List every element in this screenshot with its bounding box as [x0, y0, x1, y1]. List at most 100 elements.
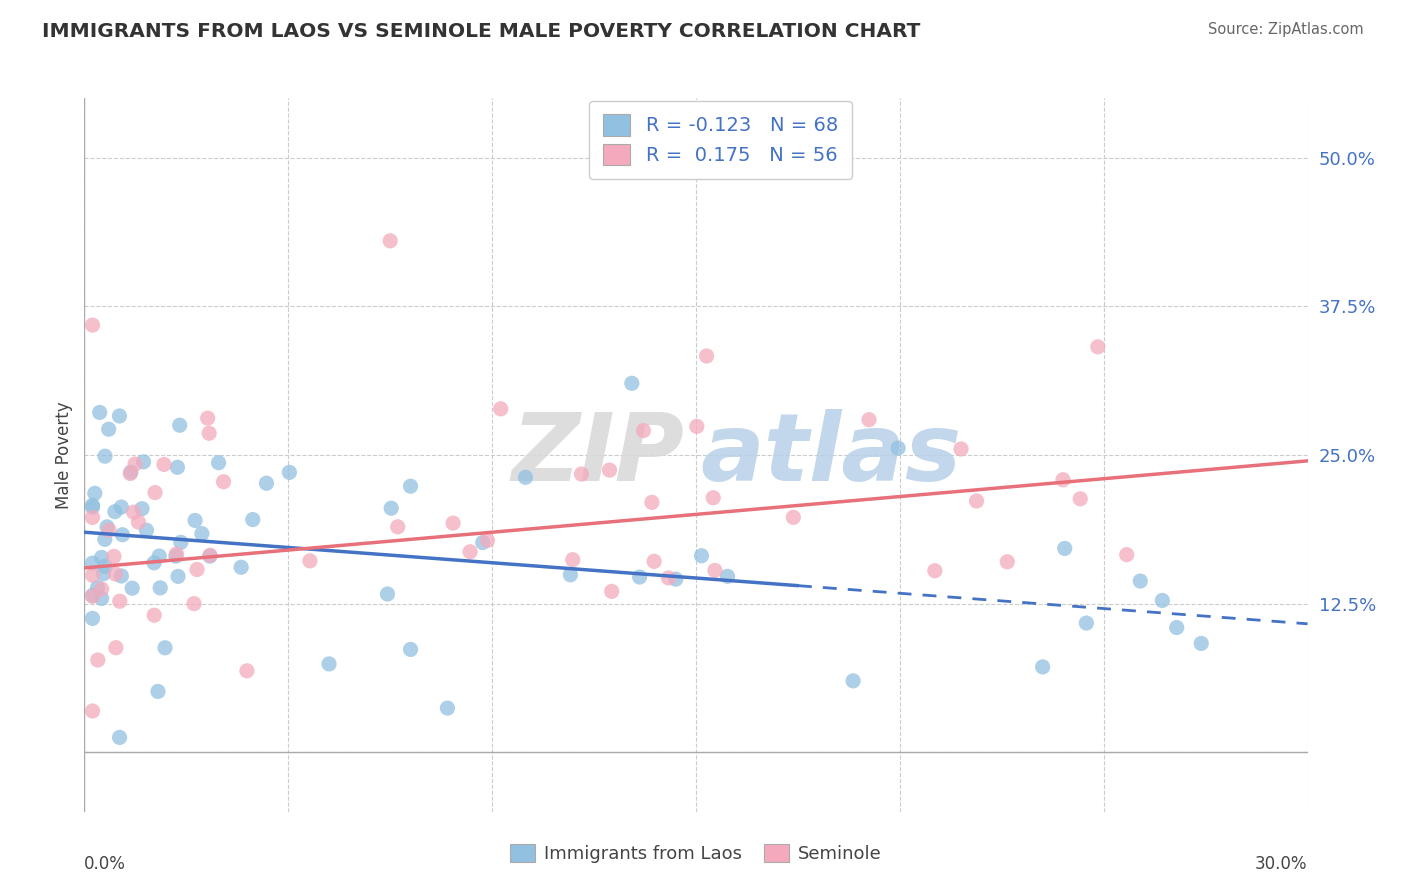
Point [1189, 636, 1212, 650]
Point [121, 581, 143, 595]
Point [950, 442, 973, 456]
Point [166, 547, 188, 561]
Point [399, 479, 422, 493]
Point [658, 571, 681, 585]
Point [148, 549, 170, 563]
Point [1052, 473, 1074, 487]
Point [665, 572, 688, 586]
Point [1032, 660, 1054, 674]
Point [82, 510, 104, 524]
Point [97, 422, 120, 436]
Point [716, 569, 738, 583]
Point [143, 608, 166, 623]
Point [702, 491, 724, 505]
Point [643, 554, 665, 568]
Point [1129, 574, 1152, 588]
Point [278, 466, 301, 480]
Point [690, 549, 713, 563]
Point [90, 591, 112, 606]
Point [471, 535, 494, 549]
Point [94, 533, 117, 547]
Point [704, 563, 727, 577]
Point [298, 554, 321, 568]
Point [149, 581, 172, 595]
Point [242, 512, 264, 526]
Point [82, 556, 104, 570]
Point [966, 494, 988, 508]
Text: Source: ZipAtlas.com: Source: ZipAtlas.com [1208, 22, 1364, 37]
Point [82, 498, 104, 512]
Point [198, 548, 221, 562]
Point [1053, 541, 1076, 556]
Point [924, 564, 946, 578]
Point [98, 523, 121, 537]
Point [620, 376, 643, 391]
Point [184, 513, 207, 527]
Point [686, 419, 709, 434]
Point [600, 584, 623, 599]
Point [1076, 616, 1098, 631]
Point [641, 495, 664, 509]
Point [170, 535, 193, 549]
Point [489, 401, 512, 416]
Point [153, 458, 176, 472]
Text: ZIP: ZIP [512, 409, 685, 501]
Point [90, 550, 112, 565]
Point [110, 500, 132, 514]
Point [399, 642, 422, 657]
Point [96, 520, 118, 534]
Point [82, 318, 104, 332]
Point [108, 409, 131, 423]
Point [458, 545, 481, 559]
Point [1069, 491, 1091, 506]
Point [1166, 621, 1188, 635]
Point [104, 567, 127, 582]
Point [82, 500, 104, 515]
Point [143, 485, 166, 500]
Point [441, 516, 464, 530]
Point [104, 640, 127, 655]
Point [858, 412, 880, 426]
Point [82, 704, 104, 718]
Point [166, 460, 188, 475]
Point [436, 701, 458, 715]
Point [143, 556, 166, 570]
Point [124, 457, 146, 471]
Text: 30.0%: 30.0% [1256, 855, 1308, 872]
Point [120, 465, 142, 479]
Point [477, 533, 499, 548]
Point [633, 424, 655, 438]
Text: 0.0%: 0.0% [84, 855, 127, 872]
Legend: Immigrants from Laos, Seminole: Immigrants from Laos, Seminole [503, 837, 889, 871]
Point [108, 731, 131, 745]
Point [111, 527, 134, 541]
Point [231, 560, 253, 574]
Point [1115, 548, 1137, 562]
Point [110, 569, 132, 583]
Point [108, 594, 131, 608]
Point [256, 476, 278, 491]
Point [83, 486, 105, 500]
Point [995, 555, 1018, 569]
Y-axis label: Male Poverty: Male Poverty [55, 401, 73, 508]
Point [82, 568, 104, 582]
Point [212, 475, 235, 489]
Point [560, 567, 582, 582]
Point [127, 515, 149, 529]
Point [887, 441, 910, 455]
Point [94, 449, 117, 463]
Point [380, 234, 402, 248]
Point [90, 582, 112, 596]
Point [82, 611, 104, 625]
Point [236, 664, 259, 678]
Point [380, 501, 402, 516]
Point [93, 566, 115, 581]
Point [183, 597, 205, 611]
Point [207, 456, 229, 470]
Point [197, 411, 219, 425]
Point [89, 405, 111, 419]
Point [94, 559, 117, 574]
Point [377, 587, 399, 601]
Point [132, 455, 155, 469]
Point [135, 523, 157, 537]
